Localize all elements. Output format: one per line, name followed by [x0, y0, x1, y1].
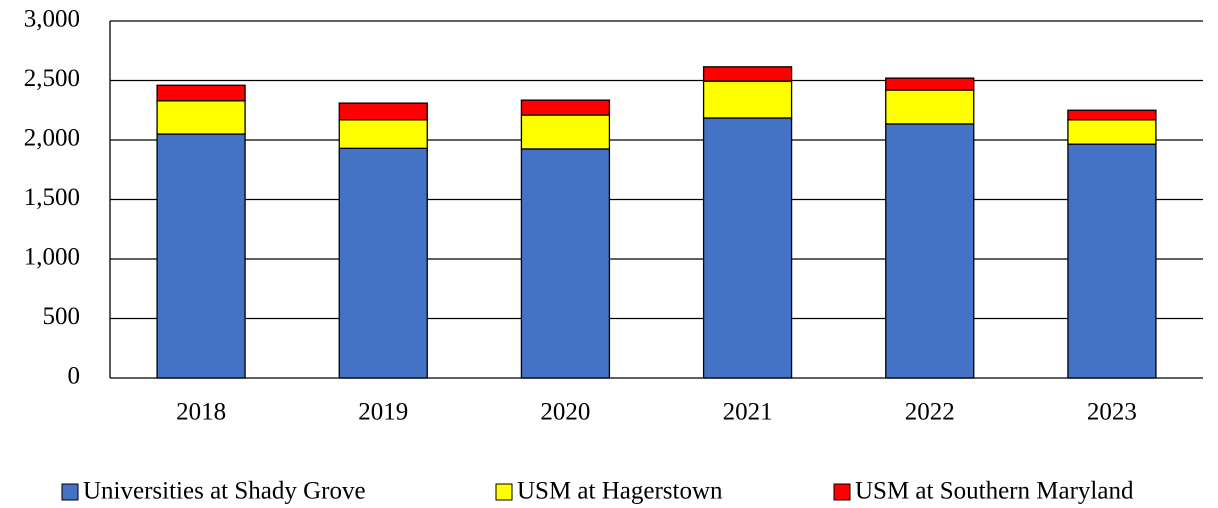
- x-tick-label: 2018: [176, 399, 226, 426]
- bar-segment: [1067, 109, 1157, 121]
- legend-swatch: [495, 483, 513, 501]
- legend-label: USM at Hagerstown: [517, 478, 723, 505]
- legend-swatch: [833, 483, 851, 501]
- bar-segment: [702, 117, 793, 379]
- y-tick-label: 3,000: [24, 6, 80, 33]
- x-tick-label: 2019: [358, 399, 408, 426]
- y-tick-label: 2,500: [24, 65, 80, 92]
- bar-segment: [338, 147, 428, 379]
- bar-segment: [520, 148, 611, 379]
- x-tick-label: 2020: [540, 399, 590, 426]
- bar-segment: [156, 100, 246, 135]
- x-tick-label: 2023: [1087, 399, 1137, 426]
- x-tick-label: 2021: [723, 399, 773, 426]
- bar-segment: [702, 80, 793, 119]
- bar-segment: [520, 99, 611, 116]
- x-tick-label: 2022: [905, 399, 955, 426]
- bar-segment: [1067, 119, 1157, 145]
- bar-segment: [885, 77, 975, 91]
- bar-segment: [156, 133, 246, 379]
- legend-swatch: [61, 483, 79, 501]
- y-tick-label: 1,500: [24, 184, 80, 211]
- y-tick-label: 1,000: [24, 244, 80, 271]
- y-tick-label: 500: [43, 303, 81, 330]
- legend-label: USM at Southern Maryland: [855, 478, 1134, 505]
- y-tick-label: 2,000: [24, 125, 80, 152]
- y-tick-label: 0: [68, 363, 81, 390]
- bar-segment: [338, 102, 428, 121]
- bar-segment: [702, 66, 793, 82]
- bar-segment: [338, 119, 428, 149]
- legend-label: Universities at Shady Grove: [83, 478, 366, 505]
- bar-segment: [520, 114, 611, 150]
- bar-segment: [885, 89, 975, 125]
- bar-segment: [885, 123, 975, 379]
- bar-segment: [156, 84, 246, 102]
- bar-segment: [1067, 143, 1157, 379]
